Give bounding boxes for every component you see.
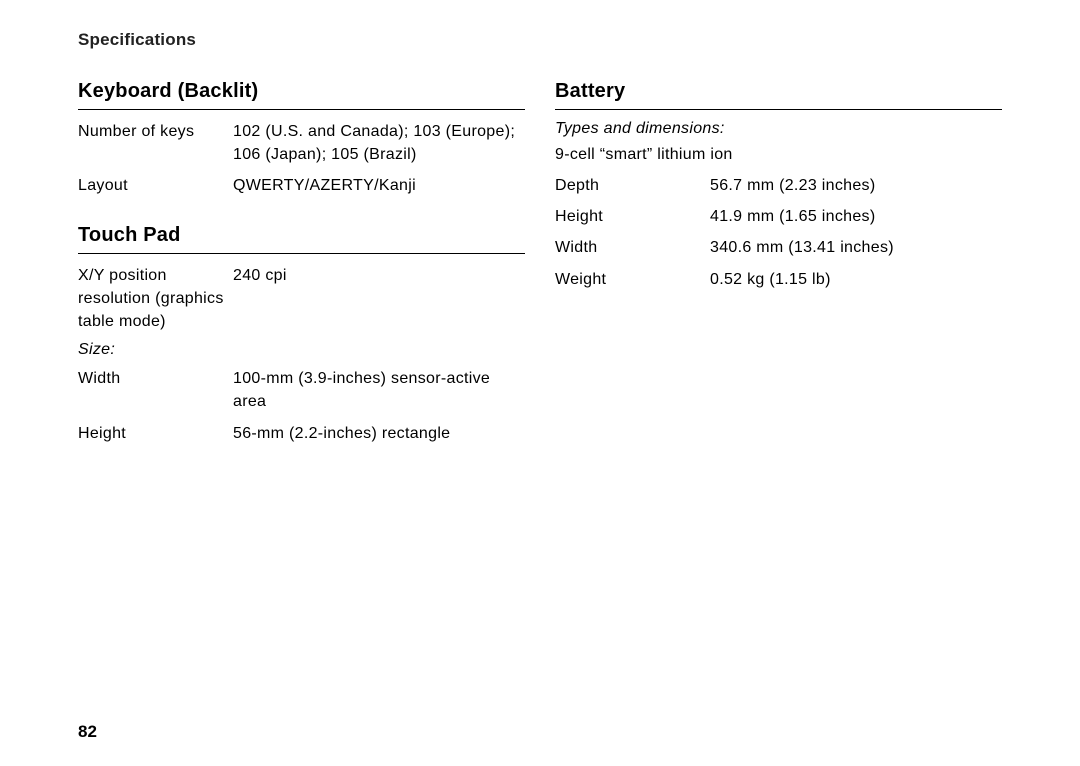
size-subhead: Size: [78, 341, 525, 359]
spec-row: Layout QWERTY/AZERTY/Kanji [78, 174, 525, 197]
spec-label: Width [78, 367, 233, 413]
spec-row: Height 41.9 mm (1.65 inches) [555, 205, 1002, 228]
columns-container: Keyboard (Backlit) Number of keys 102 (U… [78, 80, 1002, 453]
spec-row: X/Y position resolution (graphics table … [78, 264, 525, 334]
spec-row: Height 56-mm (2.2-inches) rectangle [78, 422, 525, 445]
spec-label: Height [555, 205, 710, 228]
spec-label: Layout [78, 174, 233, 197]
page-header: Specifications [78, 30, 1002, 50]
spec-row: Depth 56.7 mm (2.23 inches) [555, 174, 1002, 197]
spec-label: Weight [555, 268, 710, 291]
spec-value: 240 cpi [233, 264, 525, 334]
spec-value: 100-mm (3.9-inches) sensor-active area [233, 367, 525, 413]
spec-row: Width 100-mm (3.9-inches) sensor-active … [78, 367, 525, 413]
spec-value: 0.52 kg (1.15 lb) [710, 268, 1002, 291]
battery-types-subhead: Types and dimensions: [555, 120, 1002, 138]
spec-value: 102 (U.S. and Canada); 103 (Europe); 106… [233, 120, 525, 166]
spec-row: Weight 0.52 kg (1.15 lb) [555, 268, 1002, 291]
battery-type-desc: 9-cell “smart” lithium ion [555, 146, 1002, 164]
left-column: Keyboard (Backlit) Number of keys 102 (U… [78, 80, 525, 453]
spec-label: Width [555, 236, 710, 259]
spec-label: Number of keys [78, 120, 233, 166]
spec-row: Number of keys 102 (U.S. and Canada); 10… [78, 120, 525, 166]
touchpad-title: Touch Pad [78, 224, 525, 254]
spec-value: 56-mm (2.2-inches) rectangle [233, 422, 525, 445]
spec-label: X/Y position resolution (graphics table … [78, 264, 233, 334]
spec-value: 340.6 mm (13.41 inches) [710, 236, 1002, 259]
spec-value: 41.9 mm (1.65 inches) [710, 205, 1002, 228]
spec-label: Height [78, 422, 233, 445]
page-number: 82 [78, 722, 97, 742]
spec-value: 56.7 mm (2.23 inches) [710, 174, 1002, 197]
right-column: Battery Types and dimensions: 9-cell “sm… [555, 80, 1002, 453]
keyboard-title: Keyboard (Backlit) [78, 80, 525, 110]
spec-label: Depth [555, 174, 710, 197]
battery-title: Battery [555, 80, 1002, 110]
spec-value: QWERTY/AZERTY/Kanji [233, 174, 525, 197]
spec-row: Width 340.6 mm (13.41 inches) [555, 236, 1002, 259]
